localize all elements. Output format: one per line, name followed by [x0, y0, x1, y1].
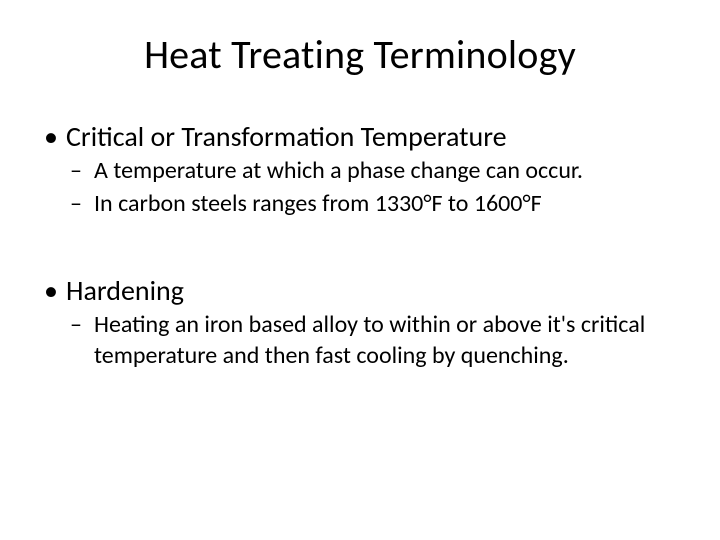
list-item: Heating an iron based alloy to within or… [66, 310, 680, 371]
bullet-list: Hardening Heating an iron based alloy to… [40, 273, 680, 371]
bullet-text: In carbon steels ranges from 1330°F to 1… [94, 189, 542, 218]
slide: Heat Treating Terminology Critical or Tr… [0, 0, 720, 540]
slide-title: Heat Treating Terminology [40, 30, 680, 79]
bullet-text: Heating an iron based alloy to within or… [94, 310, 645, 370]
list-item: Hardening Heating an iron based alloy to… [40, 273, 680, 371]
sub-list: Heating an iron based alloy to within or… [66, 310, 680, 371]
sub-list: A temperature at which a phase change ca… [66, 156, 680, 219]
bullet-list: Critical or Transformation Temperature A… [40, 119, 680, 219]
list-item: A temperature at which a phase change ca… [66, 156, 680, 187]
bullet-text: A temperature at which a phase change ca… [94, 156, 583, 185]
bullet-text: Hardening [66, 273, 184, 308]
list-item: Critical or Transformation Temperature A… [40, 119, 680, 219]
bullet-text: Critical or Transformation Temperature [66, 119, 507, 154]
list-item: In carbon steels ranges from 1330°F to 1… [66, 189, 680, 220]
spacer [40, 223, 680, 273]
